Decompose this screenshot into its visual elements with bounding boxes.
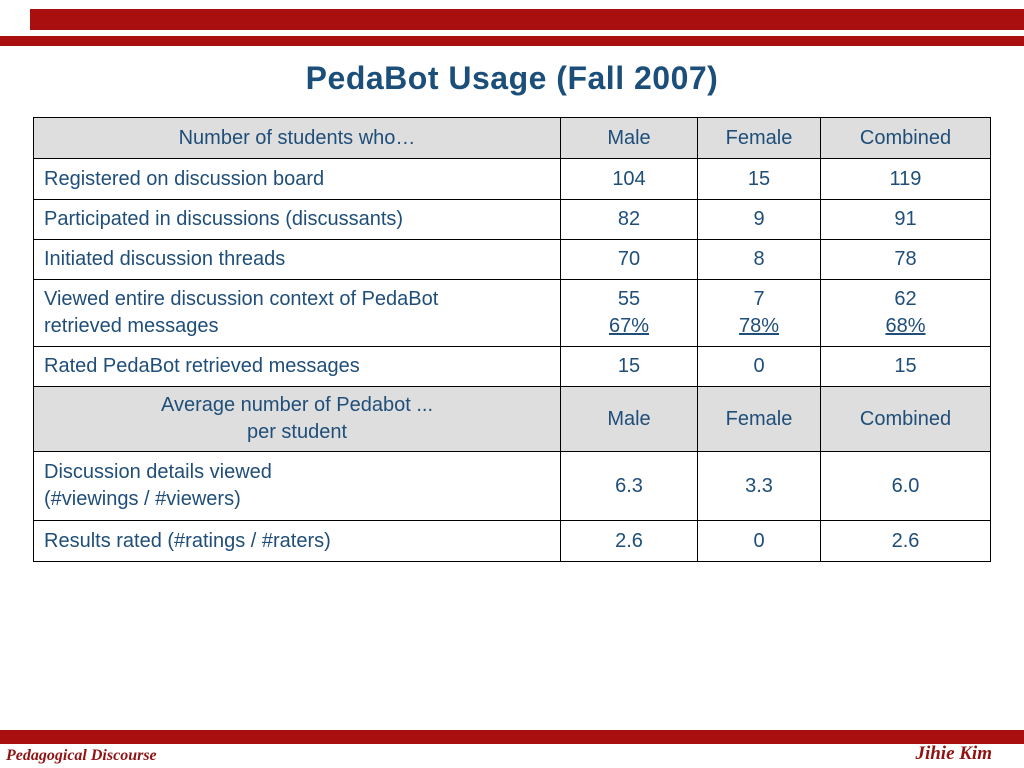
cell-initiated-female: 8 (697, 239, 821, 280)
cell-participated-combined: 91 (820, 199, 991, 240)
cell-viewed-combined-percent: 68% (885, 315, 926, 337)
cell-participated-female: 9 (697, 199, 821, 240)
column-header-combined: Combined (820, 117, 991, 159)
cell-rated-male: 15 (560, 346, 698, 387)
cell-results-label: Results rated (#ratings / #raters) (33, 520, 561, 562)
cell-results-female: 0 (697, 520, 821, 562)
table-row-registered: Registered on discussion board 104 15 11… (33, 158, 991, 200)
column-header-female-2: Female (697, 386, 821, 452)
slide-title: PedaBot Usage (Fall 2007) (305, 60, 719, 96)
cell-registered-combined: 119 (820, 158, 991, 200)
cell-participated-male: 82 (560, 199, 698, 240)
cell-details-label-line2: (#viewings / #viewers) (44, 488, 241, 510)
cell-viewed-combined: 62 68% (820, 279, 991, 347)
cell-details-label-line1: Discussion details viewed (44, 461, 272, 483)
footer-course-title: Pedagogical Discourse (6, 747, 157, 764)
column-header-students: Number of students who… (33, 117, 561, 159)
cell-rated-label: Rated PedaBot retrieved messages (33, 346, 561, 387)
cell-results-combined: 2.6 (820, 520, 991, 562)
bottom-accent-bar (0, 730, 1024, 744)
cell-viewed-label-line2: retrieved messages (44, 315, 219, 337)
cell-details-male: 6.3 (560, 451, 698, 521)
cell-results-male: 2.6 (560, 520, 698, 562)
column-header-combined-2: Combined (820, 386, 991, 452)
table-header-row-counts: Number of students who… Male Female Comb… (33, 117, 991, 159)
top-accent-bar-secondary (0, 36, 1024, 46)
column-header-averages: Average number of Pedabot ... per studen… (33, 386, 561, 452)
table-row-rated: Rated PedaBot retrieved messages 15 0 15 (33, 346, 991, 387)
table-row-details-viewed: Discussion details viewed (#viewings / #… (33, 451, 991, 521)
cell-viewed-female-percent: 78% (738, 315, 780, 337)
cell-initiated-label: Initiated discussion threads (33, 239, 561, 280)
cell-viewed-label: Viewed entire discussion context of Peda… (33, 279, 561, 347)
cell-viewed-female: 7 78% (697, 279, 821, 347)
table-row-initiated: Initiated discussion threads 70 8 78 (33, 239, 991, 280)
table-row-viewed-context: Viewed entire discussion context of Peda… (33, 279, 991, 347)
cell-viewed-female-count: 7 (753, 288, 765, 310)
pedabot-usage-table: Number of students who… Male Female Comb… (33, 117, 991, 562)
cell-initiated-combined: 78 (820, 239, 991, 280)
cell-registered-label: Registered on discussion board (33, 158, 561, 200)
column-header-female: Female (697, 117, 821, 159)
column-header-averages-line2: per student (246, 421, 348, 443)
table-header-row-averages: Average number of Pedabot ... per studen… (33, 386, 991, 452)
cell-details-label: Discussion details viewed (#viewings / #… (33, 451, 561, 521)
column-header-male-2: Male (560, 386, 698, 452)
cell-rated-combined: 15 (820, 346, 991, 387)
cell-details-female: 3.3 (697, 451, 821, 521)
column-header-male: Male (560, 117, 698, 159)
cell-viewed-male-count: 55 (617, 288, 641, 310)
cell-initiated-male: 70 (560, 239, 698, 280)
top-accent-bar-primary (30, 9, 1024, 30)
cell-viewed-male: 55 67% (560, 279, 698, 347)
cell-details-combined: 6.0 (820, 451, 991, 521)
cell-viewed-label-line1: Viewed entire discussion context of Peda… (44, 288, 439, 310)
column-header-averages-line1: Average number of Pedabot ... (160, 394, 434, 416)
footer-author-name: Jihie Kim (915, 743, 992, 764)
cell-viewed-combined-count: 62 (894, 288, 917, 310)
table-row-participated: Participated in discussions (discussants… (33, 199, 991, 240)
cell-viewed-male-percent: 67% (608, 315, 650, 337)
cell-rated-female: 0 (697, 346, 821, 387)
cell-registered-male: 104 (560, 158, 698, 200)
table-row-results-rated: Results rated (#ratings / #raters) 2.6 0… (33, 520, 991, 562)
cell-participated-label: Participated in discussions (discussants… (33, 199, 561, 240)
cell-registered-female: 15 (697, 158, 821, 200)
